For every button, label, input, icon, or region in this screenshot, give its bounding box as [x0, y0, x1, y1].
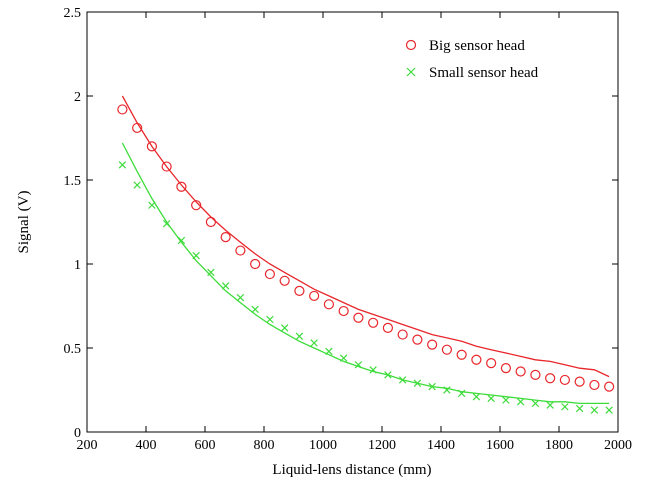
data-point-circle	[146, 141, 157, 152]
data-point-circle	[279, 275, 290, 286]
data-point-circle	[117, 104, 128, 115]
data-point-circle	[309, 290, 320, 302]
data-point-circle	[323, 299, 334, 310]
data-point-x	[310, 339, 318, 347]
y-tick-label: 0.5	[64, 342, 82, 357]
x-tick-label: 400	[136, 438, 157, 453]
series-layer	[117, 95, 615, 414]
data-point-x	[590, 406, 599, 414]
data-point-x	[339, 354, 348, 362]
data-point-circle	[397, 329, 408, 340]
x-tick-label: 1600	[486, 438, 514, 453]
y-axis-label: Signal (V)	[16, 191, 32, 254]
data-point-x	[177, 236, 186, 245]
legend-label: Big sensor head	[429, 38, 525, 54]
data-point-circle	[559, 374, 571, 386]
data-point-x	[546, 401, 554, 409]
data-point-x	[221, 282, 230, 290]
data-point-circle	[441, 344, 452, 355]
data-point-x	[118, 161, 127, 169]
data-point-x	[516, 398, 525, 406]
y-tick-label: 1.5	[64, 174, 82, 189]
data-point-x	[325, 347, 333, 356]
legend-label: Small sensor head	[429, 65, 539, 81]
data-point-circle	[545, 373, 556, 384]
data-point-x	[531, 399, 540, 408]
data-point-circle	[427, 339, 438, 350]
legend: Big sensor head Small sensor head	[405, 38, 539, 81]
legend-marker-x	[406, 67, 416, 77]
x-axis-label: Liquid-lens distance (mm)	[272, 462, 431, 478]
data-point-circle	[205, 216, 216, 228]
data-point-x	[472, 392, 481, 401]
data-point-x	[443, 386, 451, 394]
data-point-circle	[132, 122, 143, 134]
data-point-circle	[368, 317, 379, 328]
data-point-circle	[486, 358, 497, 369]
data-point-x	[413, 379, 422, 388]
data-point-x	[295, 332, 304, 340]
plot-frame	[86, 11, 619, 433]
data-point-x	[148, 201, 156, 209]
data-point-x	[428, 382, 436, 391]
data-point-circle	[530, 369, 541, 380]
x-tick-label: 1800	[545, 438, 573, 453]
x-tick-label: 1400	[427, 438, 455, 453]
x-tick-label: 200	[77, 438, 98, 453]
legend-marker-circle	[405, 39, 417, 51]
data-point-x	[575, 404, 584, 413]
data-point-x	[133, 181, 141, 189]
data-point-circle	[176, 181, 187, 192]
data-point-circle	[250, 258, 261, 270]
data-point-circle	[412, 334, 423, 345]
data-point-x	[457, 389, 466, 398]
fit-line-series-0	[121, 95, 610, 378]
data-point-x	[384, 371, 392, 379]
data-point-circle	[515, 366, 526, 377]
y-tick-label: 1	[74, 258, 81, 273]
data-point-circle	[456, 349, 467, 360]
data-point-x	[398, 376, 407, 384]
data-point-x	[369, 366, 377, 374]
data-point-x	[280, 324, 289, 332]
data-point-circle	[500, 363, 511, 374]
data-point-x	[605, 406, 613, 414]
fit-line-series-1	[121, 142, 610, 405]
y-tick-label: 2	[74, 90, 81, 105]
data-point-circle	[589, 379, 600, 391]
data-point-circle	[353, 312, 364, 323]
data-point-x	[502, 396, 510, 404]
data-point-x	[561, 403, 569, 411]
y-tick-label: 0	[74, 426, 81, 441]
data-point-x	[266, 315, 274, 324]
data-point-x	[487, 394, 495, 403]
data-point-x	[354, 361, 363, 369]
data-point-circle	[471, 354, 482, 365]
data-point-circle	[235, 245, 246, 256]
x-tick-label: 2000	[604, 438, 632, 453]
x-tick-label: 1200	[368, 438, 396, 453]
data-point-circle	[264, 268, 275, 280]
data-point-x	[236, 293, 245, 302]
data-point-x	[162, 219, 171, 228]
data-point-circle	[574, 376, 585, 387]
data-point-circle	[161, 161, 172, 172]
ticks-layer: 200 400 600 800 1000 1200 1400 1600 1800 2000 0 0.5…	[64, 6, 633, 453]
x-tick-label: 600	[195, 438, 216, 453]
data-point-circle	[338, 305, 349, 317]
y-tick-label: 2.5	[64, 6, 82, 21]
data-point-circle	[604, 381, 615, 392]
data-point-circle	[191, 200, 202, 211]
data-point-circle	[220, 232, 231, 243]
data-point-x	[192, 251, 200, 260]
x-tick-label: 1000	[309, 438, 337, 453]
data-point-circle	[294, 285, 305, 296]
data-point-x	[251, 305, 259, 314]
data-point-circle	[382, 322, 393, 333]
data-point-x	[207, 268, 215, 277]
x-tick-label: 800	[254, 438, 275, 453]
